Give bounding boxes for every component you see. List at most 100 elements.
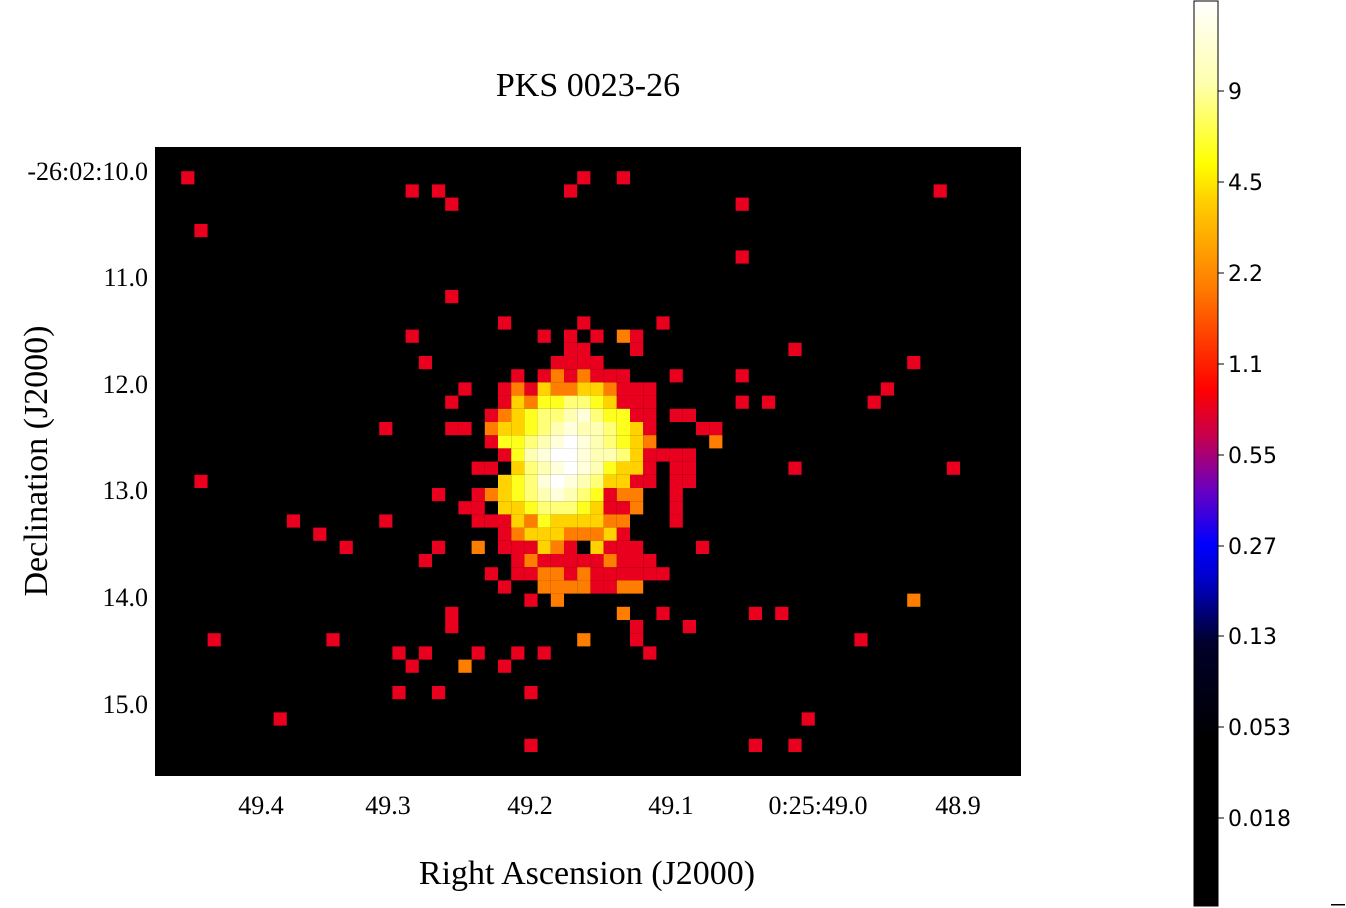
heatmap-pixel [405,184,419,198]
heatmap-pixel [643,474,657,488]
heatmap-pixel [498,448,512,462]
heatmap-pixel [577,474,591,488]
heatmap-pixel [577,554,591,568]
heatmap-pixel [603,435,617,449]
heatmap-pixel [511,554,525,568]
heatmap-pixel [616,540,630,554]
heatmap-pixel [682,620,696,634]
heatmap-pixel [616,514,630,528]
heatmap-pixel [379,422,393,436]
heatmap-pixel [418,356,432,370]
heatmap-pixel [775,606,789,620]
heatmap-pixel [590,435,604,449]
heatmap-pixel [682,474,696,488]
heatmap-pixel [524,395,538,409]
heatmap-pixel [537,540,551,554]
heatmap-pixel [550,395,564,409]
heatmap-pixel [511,567,525,581]
heatmap-pixel [696,540,710,554]
heatmap-pixel [577,435,591,449]
heatmap-pixel [498,382,512,396]
heatmap-pixel [564,488,578,502]
heatmap-pixel [603,514,617,528]
heatmap-pixel [498,580,512,594]
heatmap-pixel [524,686,538,700]
heatmap-pixel [577,422,591,436]
heatmap-pixel [564,461,578,475]
heatmap-pixel [405,659,419,673]
heatmap-pixel [550,527,564,541]
y-tick-labels: -26:02:10.0 11.0 12.0 13.0 14.0 15.0 [27,157,148,719]
heatmap-pixel [432,488,446,502]
heatmap-pixel [577,514,591,528]
heatmap-pixel [603,554,617,568]
heatmap-pixel [524,567,538,581]
heatmap-pixel [286,514,300,528]
heatmap-pixel [590,527,604,541]
heatmap-pixel [616,435,630,449]
y-axis-label: Declination (J2000) [18,326,55,597]
y-tick-label: 14.0 [103,583,149,612]
heatmap-pixel [458,501,472,515]
heatmap-pixel [550,580,564,594]
heatmap-pixel [630,474,644,488]
heatmap-pixel [880,382,894,396]
heatmap-pixel [537,461,551,475]
colorbar-tick-label: 0.053 [1228,716,1291,741]
heatmap-pixel [630,554,644,568]
heatmap-pixel [603,488,617,502]
heatmap-pixel [762,395,776,409]
heatmap-pixel [656,448,670,462]
heatmap-pixel [550,435,564,449]
heatmap-pixel [946,461,960,475]
heatmap-pixel [498,540,512,554]
heatmap-pixel [630,620,644,634]
heatmap-pixel [616,554,630,568]
heatmap-pixel [524,488,538,502]
heatmap-pixel [577,580,591,594]
heatmap-pixel [445,620,459,634]
heatmap-pixel [498,422,512,436]
heatmap-pixel [550,488,564,502]
heatmap-pixel [616,382,630,396]
heatmap-pixel [537,580,551,594]
heatmap-pixel [735,395,749,409]
heatmap-pixel [511,646,525,660]
heatmap-pixel [643,422,657,436]
heatmap-pixel [379,514,393,528]
heatmap-pixel [458,422,472,436]
colorbar-tick-labels: 9 4.5 2.2 1.1 0.55 0.27 0.13 0.053 0.018 [1218,80,1291,832]
heatmap-pixel [590,474,604,488]
colorbar-tick-label: 4.5 [1228,171,1263,196]
heatmap-pixel [537,501,551,515]
heatmap-pixel [550,408,564,422]
heatmap-pixel [577,527,591,541]
heatmap-pixel [801,712,815,726]
heatmap-pixel [590,382,604,396]
heatmap-pixel [471,461,485,475]
heatmap-pixel [603,501,617,515]
heatmap-pixel [537,646,551,660]
colorbar-tick-label: 0.13 [1228,625,1277,650]
heatmap-pixel [630,422,644,436]
heatmap-pixel [564,580,578,594]
heatmap-pixel [564,408,578,422]
heatmap-pixel [537,488,551,502]
heatmap-pixel [524,501,538,515]
heatmap-pixel [616,488,630,502]
heatmap-pixel [392,686,406,700]
heatmap-pixel [564,382,578,396]
heatmap-pixel [577,171,591,185]
heatmap-pixel [603,567,617,581]
heatmap-pixel [788,342,802,356]
heatmap-pixel [550,501,564,515]
heatmap-pixel [616,606,630,620]
heatmap-pixel [616,580,630,594]
heatmap-pixel [471,540,485,554]
heatmap-pixel [484,435,498,449]
x-tick-label: 49.4 [238,791,284,820]
heatmap-pixel [432,686,446,700]
heatmap-pixel [471,488,485,502]
heatmap-pixel [511,461,525,475]
heatmap-pixel [682,461,696,475]
